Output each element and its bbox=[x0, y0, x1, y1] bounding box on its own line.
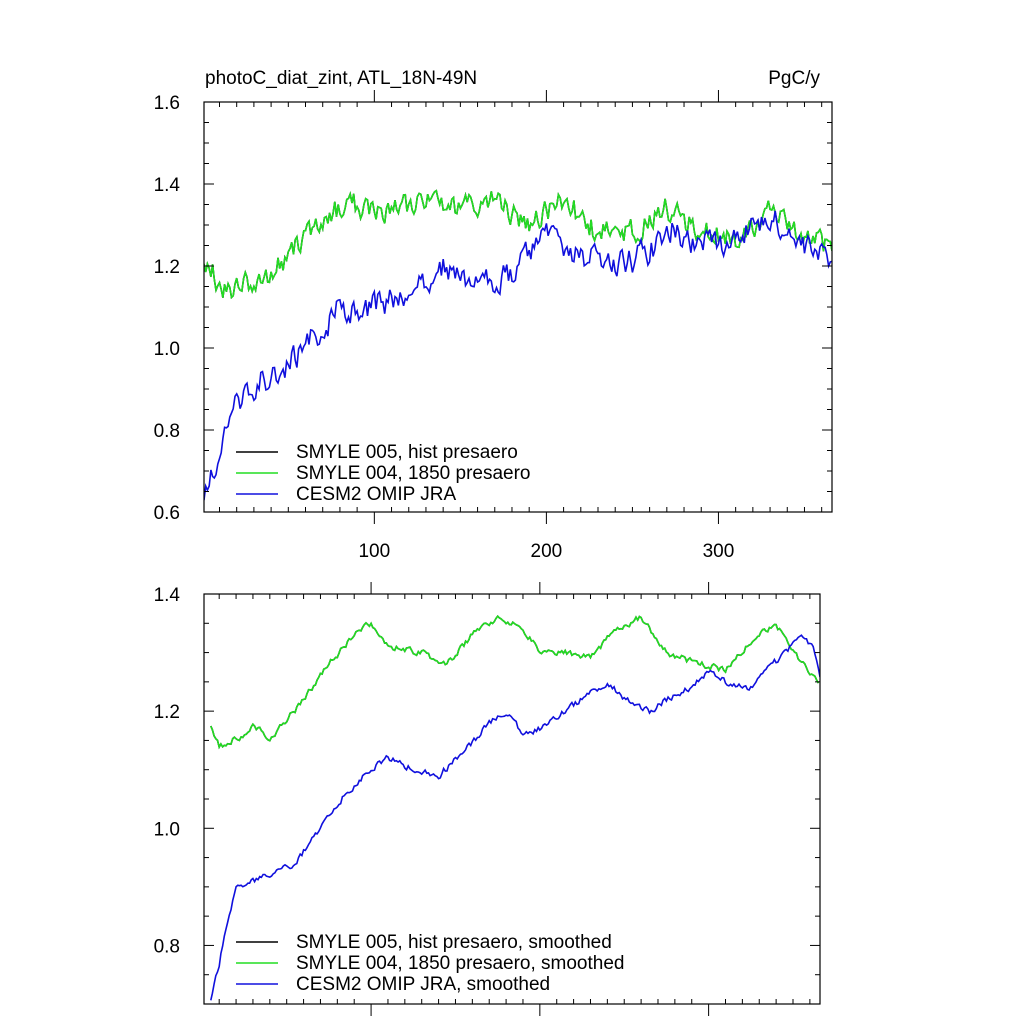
y-tick-label: 0.8 bbox=[154, 936, 180, 957]
top-panel: 0.6 0.8 1.0 1.2 1.4 1.6 100 200 300 SMYLE 005, hi… bbox=[154, 90, 833, 562]
x-tick-label: 300 bbox=[703, 541, 735, 562]
y-tick-label: 1.4 bbox=[154, 175, 181, 196]
y-tick-label: 1.4 bbox=[154, 585, 181, 606]
y-tick-label: 1.0 bbox=[154, 819, 180, 840]
series-line-1-3 bbox=[204, 210, 832, 501]
series-line-2-3 bbox=[210, 634, 820, 1001]
legend-label: SMYLE 004, 1850 presaero, smoothed bbox=[296, 953, 624, 974]
y-tick-label: 0.8 bbox=[154, 421, 180, 442]
y-tick-label: 0.6 bbox=[154, 503, 180, 524]
chart-units: PgC/y bbox=[768, 68, 820, 89]
series-line-2-2 bbox=[210, 614, 820, 750]
legend-label: SMYLE 005, hist presaero bbox=[296, 442, 518, 463]
legend-label: CESM2 OMIP JRA, smoothed bbox=[296, 974, 550, 995]
legend-label: SMYLE 005, hist presaero, smoothed bbox=[296, 932, 612, 953]
bottom-panel: 0.8 1.0 1.2 1.4 SMYLE 005, hist presaero, sm… bbox=[154, 582, 821, 1016]
x-tick-label: 200 bbox=[531, 541, 563, 562]
chart-title: photoC_diat_zint, ATL_18N-49N bbox=[205, 68, 477, 89]
y-tick-label: 1.0 bbox=[154, 339, 180, 360]
y-tick-label: 1.2 bbox=[154, 257, 180, 278]
y-tick-label: 1.2 bbox=[154, 702, 180, 723]
y-tick-label: 1.6 bbox=[154, 93, 180, 114]
legend-label: CESM2 OMIP JRA bbox=[296, 484, 456, 505]
series-line-1-2 bbox=[204, 189, 832, 300]
x-tick-label: 100 bbox=[358, 541, 390, 562]
legend-label: SMYLE 004, 1850 presaero bbox=[296, 463, 531, 484]
